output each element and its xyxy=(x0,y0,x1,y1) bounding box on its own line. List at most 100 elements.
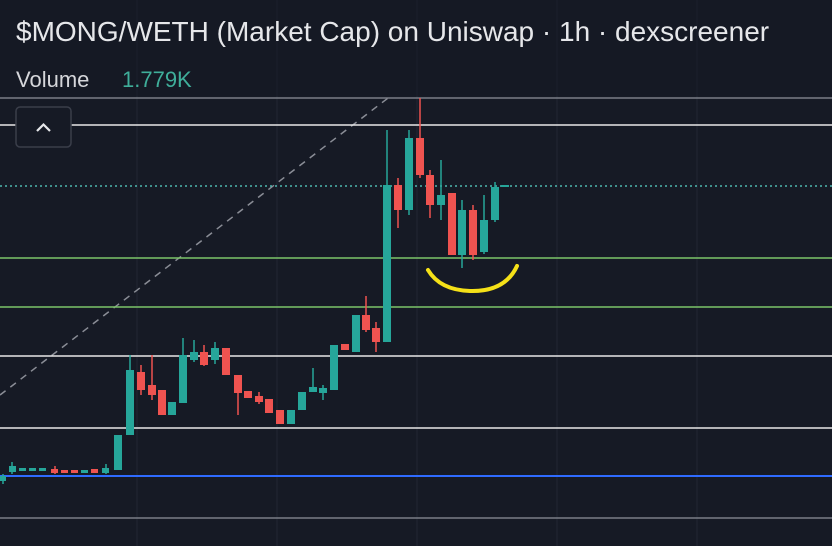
candle xyxy=(29,468,36,471)
chart-title: $MONG/WETH (Market Cap) on Uniswap · 1h … xyxy=(16,16,769,47)
candle xyxy=(405,130,413,215)
candle xyxy=(383,130,391,342)
candle xyxy=(437,160,445,220)
candle-part xyxy=(158,390,166,415)
candle-part xyxy=(244,391,252,398)
candle xyxy=(244,391,252,398)
volume-value: 1.779K xyxy=(122,67,192,92)
header-backdrop xyxy=(0,0,832,96)
candle-part xyxy=(126,370,134,435)
candle xyxy=(458,200,466,268)
candle xyxy=(265,399,273,413)
candle-part xyxy=(211,348,219,360)
candle-part xyxy=(319,388,327,393)
candle xyxy=(234,375,242,415)
collapse-button-part[interactable] xyxy=(36,122,51,132)
candle-part xyxy=(330,345,338,390)
candle-part xyxy=(298,392,306,410)
trend-line xyxy=(0,94,393,396)
candle-part xyxy=(426,175,434,205)
candle xyxy=(372,322,380,352)
candle xyxy=(469,205,477,260)
candle xyxy=(39,468,46,471)
candle-part xyxy=(501,185,509,187)
candle-part xyxy=(0,476,6,481)
candle-part xyxy=(416,138,424,175)
candle-part xyxy=(469,210,477,255)
candle xyxy=(0,474,6,484)
candle-part xyxy=(137,372,145,390)
horizontal-lines xyxy=(0,97,832,519)
candle-part xyxy=(61,470,68,473)
candle-part xyxy=(265,399,273,413)
candle-part xyxy=(91,469,98,473)
candle-part xyxy=(491,187,499,220)
candle xyxy=(19,468,26,471)
collapse-button[interactable] xyxy=(15,106,72,148)
candle xyxy=(61,470,68,473)
candle xyxy=(81,470,88,473)
candle xyxy=(287,410,295,424)
candle xyxy=(309,368,317,392)
candle-part xyxy=(102,468,109,473)
volume-label: Volume xyxy=(16,67,89,92)
candle xyxy=(298,392,306,410)
candle xyxy=(426,170,434,218)
candle-part xyxy=(362,315,370,330)
candle xyxy=(501,185,509,187)
candle-part xyxy=(222,348,230,375)
candle-part xyxy=(19,468,26,471)
candle-part xyxy=(458,210,466,255)
candle-part xyxy=(276,410,284,424)
candle xyxy=(480,195,488,254)
candle xyxy=(319,385,327,400)
candle-part xyxy=(190,352,198,360)
candle-part xyxy=(255,396,263,402)
candle xyxy=(158,390,166,415)
candle xyxy=(71,470,78,473)
candle-part xyxy=(480,220,488,252)
candle xyxy=(352,315,360,352)
candle xyxy=(114,435,122,470)
candle-part xyxy=(148,385,156,395)
candles xyxy=(0,98,509,484)
candle xyxy=(51,466,58,474)
candle-part xyxy=(168,402,176,415)
candle xyxy=(168,402,176,415)
candle xyxy=(9,462,16,474)
candle-part xyxy=(114,435,122,470)
candle xyxy=(126,355,134,435)
candle-part xyxy=(200,352,208,365)
candle xyxy=(102,464,109,474)
hand-drawn-smile xyxy=(426,264,519,294)
candle xyxy=(200,345,208,366)
candle-part xyxy=(287,410,295,424)
candle xyxy=(276,410,284,424)
candle xyxy=(491,182,499,222)
candle-part xyxy=(234,375,242,393)
candle xyxy=(179,338,187,403)
candle xyxy=(394,178,402,228)
candle-part xyxy=(405,138,413,210)
candle xyxy=(211,342,219,364)
candle xyxy=(148,355,156,400)
candle xyxy=(91,469,98,473)
collapse-button-part[interactable] xyxy=(15,106,72,148)
candle xyxy=(137,365,145,395)
candle-part xyxy=(394,185,402,210)
candle-part xyxy=(383,185,391,342)
candle-part xyxy=(9,466,16,472)
candle xyxy=(416,98,424,178)
candle-part xyxy=(352,315,360,352)
candle-part xyxy=(51,469,58,473)
candle-part xyxy=(39,468,46,471)
candle xyxy=(222,348,230,375)
candle-part xyxy=(448,193,456,255)
candle-part xyxy=(29,468,36,471)
candle xyxy=(341,344,349,350)
candle-part xyxy=(437,195,445,205)
candle-part xyxy=(372,328,380,342)
candle-part xyxy=(81,470,88,473)
